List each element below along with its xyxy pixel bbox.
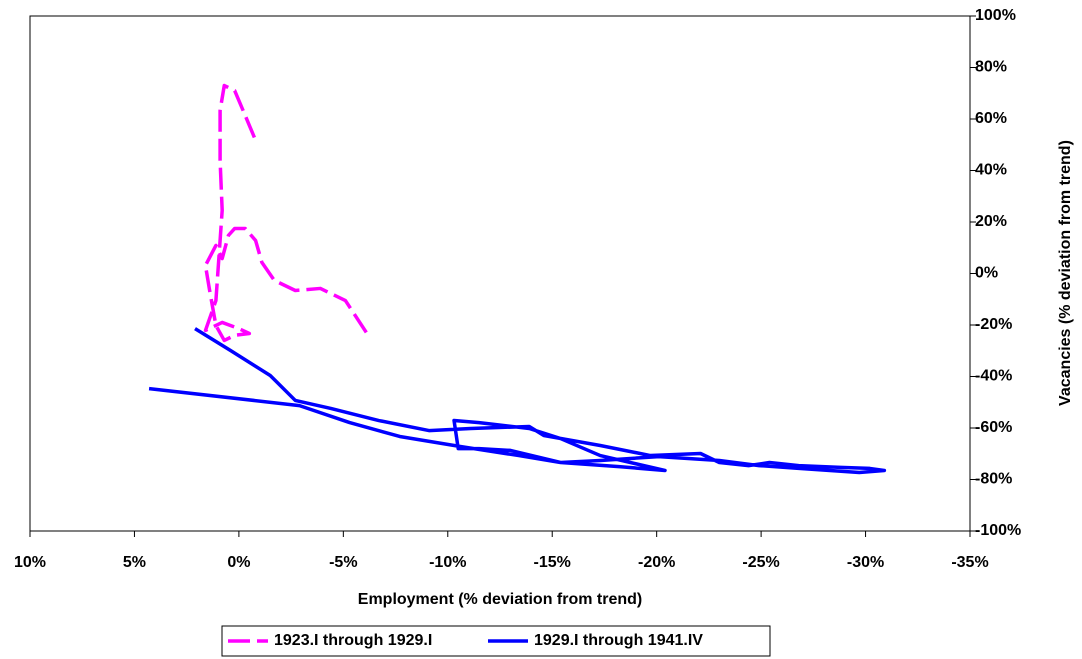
legend-label: 1929.I through 1941.IV	[534, 632, 703, 649]
series-line	[148, 327, 887, 475]
x-tick-label: -20%	[638, 554, 675, 571]
y-tick-label: -80%	[975, 471, 1012, 488]
y-tick-label: -60%	[975, 419, 1012, 436]
legend-label: 1923.I through 1929.I	[274, 632, 432, 649]
series-line	[203, 83, 368, 343]
x-axis-title: Employment (% deviation from trend)	[358, 591, 642, 608]
x-tick-label: -5%	[329, 554, 357, 571]
y-tick-label: 100%	[975, 7, 1016, 24]
y-tick-label: 60%	[975, 110, 1007, 127]
x-tick-label: 5%	[123, 554, 146, 571]
y-tick-label: 20%	[975, 213, 1007, 230]
legend	[221, 625, 771, 657]
x-tick-label: -10%	[429, 554, 466, 571]
x-tick-label: -35%	[951, 554, 988, 571]
y-tick-label: 40%	[975, 162, 1007, 179]
x-tick-label: -25%	[742, 554, 779, 571]
x-tick-label: -15%	[534, 554, 571, 571]
x-tick-label: 0%	[227, 554, 250, 571]
y-tick-label: -20%	[975, 316, 1012, 333]
y-tick-label: 80%	[975, 59, 1007, 76]
y-tick-label: -100%	[975, 522, 1021, 539]
y-tick-label: 0%	[975, 265, 998, 282]
x-tick-label: 10%	[14, 554, 46, 571]
y-tick-label: -40%	[975, 368, 1012, 385]
x-tick-label: -30%	[847, 554, 884, 571]
y-axis-title: Vacancies (% deviation from trend)	[1057, 140, 1074, 406]
